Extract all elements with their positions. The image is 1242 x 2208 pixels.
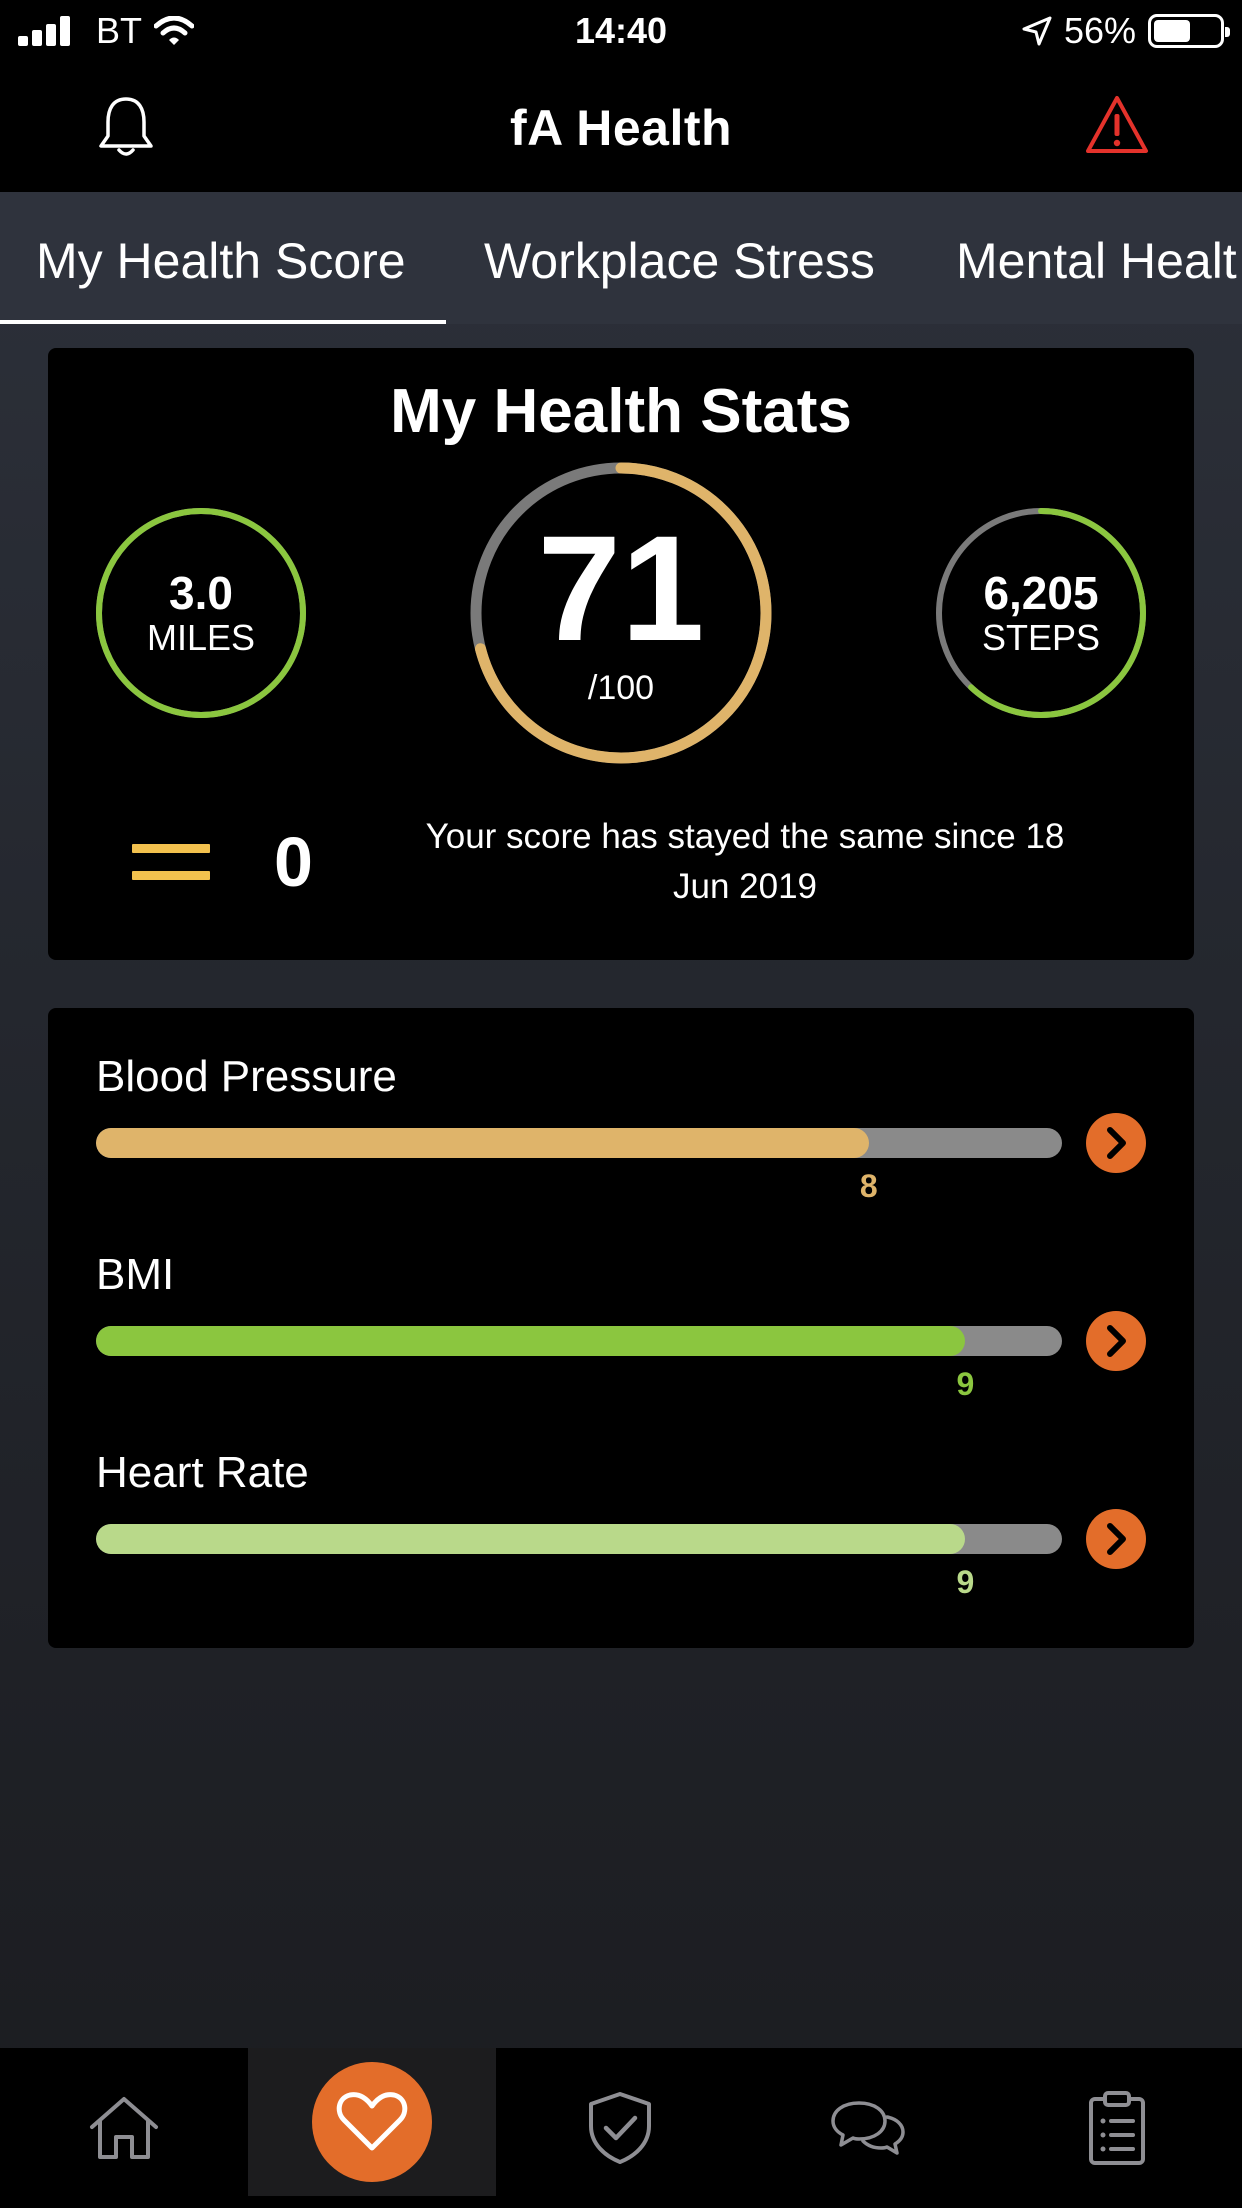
chevron-right-icon — [1107, 1127, 1126, 1159]
location-arrow-icon — [1022, 16, 1052, 46]
tabbar-checks[interactable] — [496, 2048, 744, 2208]
signal-icon — [18, 16, 70, 46]
clipboard-list-icon — [1089, 2091, 1145, 2165]
metric-value-bmi: 9 — [956, 1366, 975, 1402]
tabbar-health[interactable] — [248, 2048, 496, 2196]
status-right: 56% — [1022, 10, 1230, 52]
steps-ring[interactable]: 6,205 STEPS — [934, 506, 1148, 720]
metric-bar-bmi — [96, 1326, 1062, 1356]
carrier-label: BT — [96, 10, 143, 51]
tabbar-chat[interactable] — [744, 2048, 992, 2208]
bell-icon[interactable] — [96, 94, 156, 160]
chevron-right-icon — [1107, 1523, 1126, 1555]
health-stats-card: My Health Stats — [48, 348, 1194, 960]
status-left: BT — [18, 10, 195, 52]
metric-label-heart-rate: Heart Rate — [96, 1448, 309, 1497]
miles-ring[interactable]: 3.0 MILES — [94, 506, 308, 720]
battery-fill — [1154, 20, 1190, 42]
chevron-right-icon — [1107, 1325, 1126, 1357]
miles-ring-graphic — [96, 508, 306, 718]
score-ring-graphic — [470, 462, 772, 764]
bmi-detail-button[interactable] — [1086, 1311, 1146, 1371]
tab-mental-health[interactable]: Mental Healt — [956, 233, 1237, 289]
chat-icon — [831, 2101, 905, 2155]
section-tabs: My Health Score Workplace Stress Mental … — [0, 192, 1242, 324]
steps-unit: STEPS — [981, 617, 1101, 658]
home-icon — [90, 2097, 158, 2159]
status-bar: BT 14:40 56% — [0, 0, 1242, 64]
equals-icon — [132, 844, 210, 880]
health-score-value: 71 — [537, 503, 705, 672]
battery-icon — [1148, 14, 1230, 48]
warning-triangle-icon[interactable] — [1084, 94, 1150, 156]
tabbar-tasks[interactable] — [992, 2048, 1242, 2208]
wifi-icon — [154, 16, 195, 45]
bottom-tab-bar — [0, 2048, 1242, 2208]
blood-pressure-detail-button[interactable] — [1086, 1113, 1146, 1173]
metric-bar-heart-rate — [96, 1524, 1062, 1554]
metric-value-heart-rate: 9 — [956, 1564, 975, 1600]
miles-value: 3.0 — [169, 567, 233, 619]
steps-ring-graphic — [936, 508, 1146, 718]
battery-percent: 56% — [1063, 10, 1136, 51]
heart-rate-detail-button[interactable] — [1086, 1509, 1146, 1569]
steps-value: 6,205 — [983, 567, 1099, 619]
heart-icon — [336, 2092, 408, 2151]
metric-bar-fill — [96, 1128, 869, 1158]
shield-check-icon — [589, 2092, 651, 2164]
card-title: My Health Stats — [390, 377, 852, 446]
health-score-max: /100 — [587, 668, 655, 707]
active-tab-bubble — [312, 2062, 432, 2182]
metric-bar-fill — [96, 1326, 966, 1356]
page-title: fA Health — [509, 100, 733, 156]
tabbar-home[interactable] — [0, 2048, 248, 2208]
metric-value-blood-pressure: 8 — [859, 1168, 878, 1204]
metric-bar-blood-pressure — [96, 1128, 1062, 1158]
active-tab-indicator — [0, 320, 446, 324]
health-score-ring[interactable]: 71 /100 — [468, 460, 774, 766]
tab-workplace-stress[interactable]: Workplace Stress — [484, 233, 875, 289]
metric-bar-fill — [96, 1524, 966, 1554]
score-trend-message: Your score has stayed the same since 18 … — [425, 817, 1065, 906]
status-time: 14:40 — [574, 10, 668, 51]
metric-label-blood-pressure: Blood Pressure — [96, 1052, 397, 1101]
miles-unit: MILES — [146, 617, 256, 658]
score-change-value: 0 — [274, 823, 313, 901]
metric-label-bmi: BMI — [96, 1250, 175, 1299]
nav-bar: fA Health — [0, 64, 1242, 192]
tab-my-health-score[interactable]: My Health Score — [36, 233, 406, 289]
